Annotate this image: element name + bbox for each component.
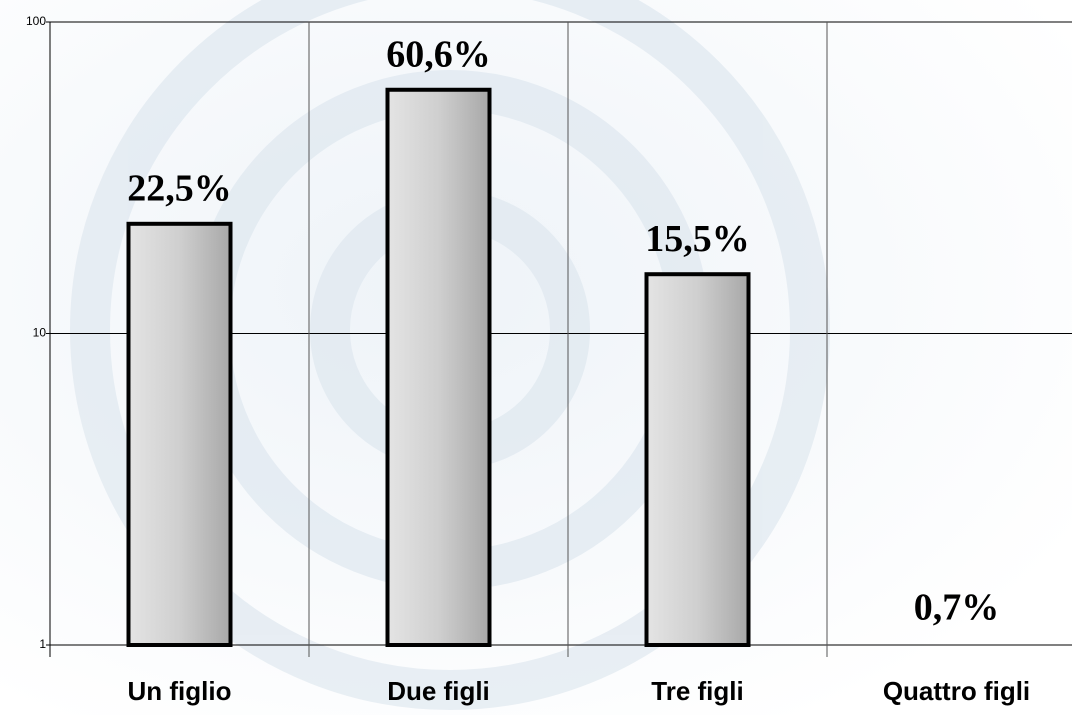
value-label: 15,5%	[645, 218, 750, 260]
y-tick-label: 1	[39, 637, 46, 651]
bar	[385, 87, 492, 648]
bar	[644, 272, 751, 647]
bar	[126, 221, 233, 648]
x-tick-label: Tre figli	[651, 676, 743, 706]
y-tick-label: 10	[33, 326, 47, 340]
y-tick-label: 100	[26, 14, 46, 28]
value-label: 60,6%	[386, 33, 491, 75]
value-label: 0,7%	[914, 587, 1000, 629]
x-tick-label: Quattro figli	[883, 676, 1030, 706]
value-label: 22,5%	[127, 168, 232, 210]
x-tick-label: Un figlio	[128, 676, 232, 706]
x-tick-label: Due figli	[387, 676, 490, 706]
